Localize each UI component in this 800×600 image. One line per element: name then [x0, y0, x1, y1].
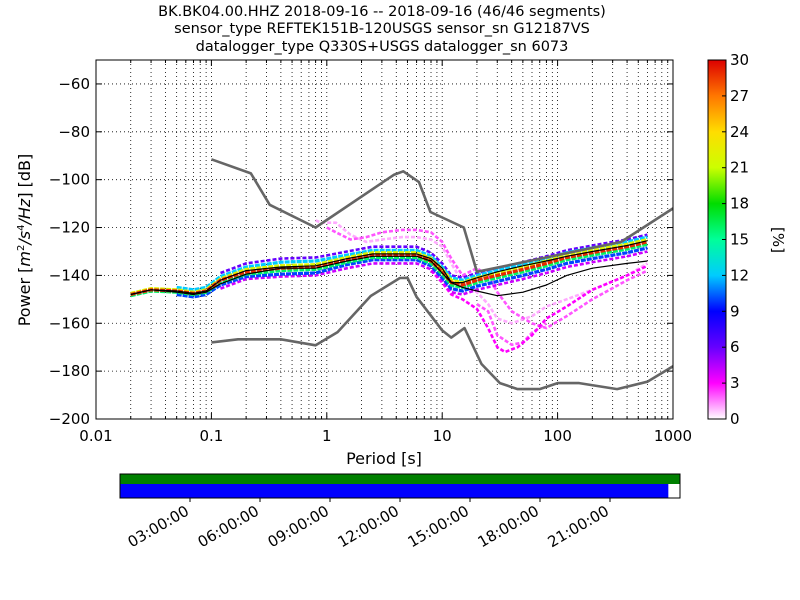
- time-tick-label: 09:00:00: [265, 502, 332, 551]
- x-tick-label: 10: [433, 427, 452, 445]
- time-tick-label: 03:00:00: [125, 502, 192, 551]
- x-tick-label: 1000: [654, 427, 692, 445]
- timeline-ticks: 03:00:00 06:00:00 09:00:00 12:00:00 15:00:00…: [125, 498, 612, 551]
- pdf-band-0: [315, 219, 649, 325]
- time-tick-label: 15:00:00: [405, 502, 472, 551]
- pdf-band-9: [130, 237, 648, 295]
- colorbar-tick-label: 18: [730, 195, 749, 213]
- used_data-bar: [120, 484, 669, 498]
- noise_model_low-line: [211, 276, 673, 391]
- colorbar-label: [%]: [769, 227, 787, 253]
- y-axis-unit-s: /s: [15, 231, 34, 247]
- chart-subtitle-sensor: sensor_type REFTEK151B-120USGS sensor_sn…: [174, 21, 590, 37]
- pdf-band-4: [220, 250, 648, 296]
- x-tick-label: 1: [322, 427, 332, 445]
- colorbar: 0 3 6 9 12 15 18 21 24 27 30 [%]: [707, 51, 787, 428]
- time-tick-label: 21:00:00: [545, 502, 612, 551]
- colorbar-tick-label: 3: [730, 374, 740, 392]
- y-tick-label: −160: [49, 314, 90, 332]
- time-tick-label: 18:00:00: [475, 502, 542, 551]
- y-axis-unit-hz: /Hz: [15, 198, 34, 226]
- y-axis-label: Power [m2/s4/Hz] [dB]: [15, 154, 34, 327]
- colorbar-tick-label: 9: [730, 302, 740, 320]
- pdf-band-5: [220, 233, 648, 280]
- x-tick-label: 100: [543, 427, 572, 445]
- y-tick-label: −100: [49, 171, 90, 189]
- colorbar-tick-label: 30: [730, 51, 749, 69]
- colorbar-tick-label: 27: [730, 87, 749, 105]
- y-tick-label: −200: [49, 410, 90, 428]
- y-axis: −60 −80 −100 −120 −140 −160 −180 −200: [49, 75, 673, 428]
- y-tick-label: −180: [49, 362, 90, 380]
- colorbar-tick-label: 12: [730, 266, 749, 284]
- colorbar-ticks: 0 3 6 9 12 15 18 21 24 27 30: [722, 51, 749, 428]
- x-axis-label: Period [s]: [346, 449, 422, 468]
- colorbar-tick-label: 24: [730, 123, 749, 141]
- y-axis-label-suffix: ] [dB]: [15, 154, 34, 199]
- chart-subtitle-datalogger: datalogger_type Q330S+USGS datalogger_sn…: [196, 39, 569, 55]
- colorbar-tick-label: 21: [730, 159, 749, 177]
- chart-title: BK.BK04.00.HHZ 2018-09-16 -- 2018-09-16 …: [158, 4, 606, 20]
- noise_model_high-line: [210, 158, 673, 274]
- y-tick-label: −60: [58, 75, 90, 93]
- time-tick-label: 12:00:00: [335, 502, 402, 551]
- y-axis-label-prefix: Power [: [15, 267, 34, 327]
- x-tick-label: 0.01: [79, 427, 112, 445]
- y-axis-unit-m: m: [15, 251, 34, 267]
- coverage-timeline: 03:00:00 06:00:00 09:00:00 12:00:00 15:00:00…: [119, 473, 681, 551]
- y-axis-unit-s-exp: 4: [16, 225, 27, 231]
- colorbar-tick-label: 0: [730, 410, 740, 428]
- y-axis-unit-m-exp: 2: [16, 245, 27, 251]
- ppsd-plot-area: 0.01 0.1 1 10 100 1000 −60 −80 −100 −120 −140 −160…: [49, 59, 692, 445]
- mode-line: [130, 240, 648, 296]
- plot-frame: [95, 59, 674, 420]
- y-tick-label: −80: [58, 123, 90, 141]
- pdf-band-2: [476, 303, 548, 347]
- pdf-band-1: [326, 226, 648, 330]
- coverage-bar: [120, 474, 680, 484]
- time-tick-label: 06:00:00: [195, 502, 262, 551]
- colorbar-tick-label: 15: [730, 231, 749, 249]
- mean-line: [130, 253, 648, 297]
- pdf-band-3: [430, 264, 648, 354]
- x-axis: 0.01 0.1 1 10 100 1000: [79, 60, 692, 445]
- model-lines: [130, 158, 673, 391]
- y-tick-label: −120: [49, 219, 90, 237]
- pdf-band-6: [176, 246, 648, 299]
- colorbar-tick-label: 6: [730, 338, 740, 356]
- x-tick-label: 0.1: [199, 427, 223, 445]
- y-tick-label: −140: [49, 266, 90, 284]
